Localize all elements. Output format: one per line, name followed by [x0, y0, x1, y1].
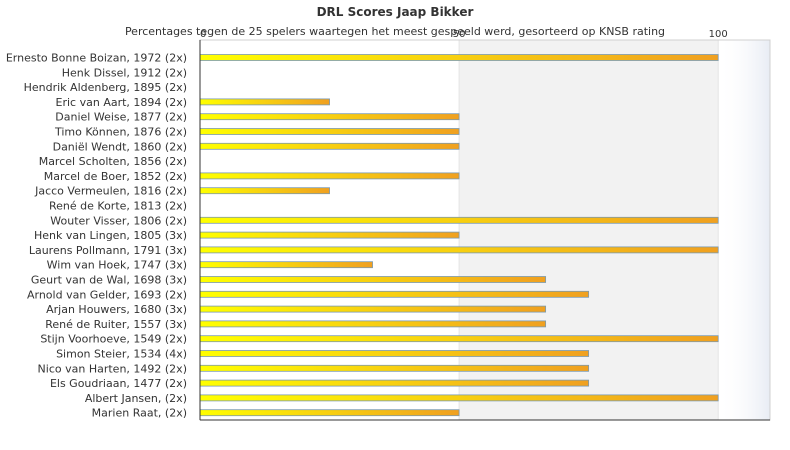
bar — [199, 305, 547, 313]
x-axis-ticks: 0 50 100 — [200, 29, 728, 40]
bar — [199, 394, 719, 402]
bar — [199, 54, 719, 61]
y-axis-label: Eric van Aart, 1894 (2x) — [56, 96, 187, 109]
y-axis-label: Wim van Hoek, 1747 (3x) — [47, 259, 187, 272]
plot-frame — [199, 39, 771, 421]
bar — [199, 350, 590, 357]
y-axis-label: Marcel Scholten, 1856 (2x) — [39, 155, 187, 168]
band-100-end — [718, 40, 770, 420]
bar — [199, 276, 547, 283]
y-axis-label: Els Goudriaan, 1477 (2x) — [50, 377, 187, 390]
y-axis-label: Arjan Houwers, 1680 (3x) — [46, 303, 187, 316]
bar — [199, 216, 719, 224]
y-axis-label: Daniel Weise, 1877 (2x) — [55, 111, 187, 124]
x-tick-label: 100 — [709, 29, 728, 40]
y-axis-label: Marcel de Boer, 1852 (2x) — [44, 170, 187, 183]
y-axis-label: Simon Steier, 1534 (4x) — [56, 348, 187, 361]
y-axis-label: Henk van Lingen, 1805 (3x) — [34, 229, 187, 242]
y-axis-label: Henk Dissel, 1912 (2x) — [62, 66, 187, 79]
bar — [199, 364, 590, 372]
band-50-100 — [459, 40, 719, 420]
y-axis-label: Arnold van Gelder, 1693 (2x) — [27, 288, 187, 301]
y-axis-label: Daniël Wendt, 1860 (2x) — [53, 140, 187, 153]
chart-title: DRL Scores Jaap Bikker — [316, 5, 474, 19]
bar — [199, 187, 330, 195]
y-axis-label: Nico van Harten, 1492 (2x) — [38, 362, 187, 375]
chart-subtitle: Percentages tegen de 25 spelers waartege… — [124, 25, 666, 38]
y-axis-label: Wouter Visser, 1806 (2x) — [50, 214, 187, 227]
band-0-50 — [200, 40, 460, 420]
y-axis-label: Stijn Voorhoeve, 1549 (2x) — [40, 333, 187, 346]
bar — [199, 320, 547, 328]
bar — [199, 409, 460, 417]
x-tick-label: 0 — [200, 29, 206, 40]
bar — [199, 379, 590, 387]
bar — [199, 335, 719, 343]
bar — [199, 246, 719, 254]
bar — [199, 142, 460, 150]
y-axis-label: René de Korte, 1813 (2x) — [49, 200, 187, 213]
y-axis-label: Timo Können, 1876 (2x) — [54, 126, 187, 139]
plot-background — [200, 40, 770, 420]
y-axis-label: Hendrik Aldenberg, 1895 (2x) — [24, 81, 187, 94]
y-axis-label: Ernesto Bonne Boizan, 1972 (2x) — [6, 52, 187, 65]
y-axis-label: Marien Raat, (2x) — [92, 407, 187, 420]
x-tick-label: 50 — [453, 29, 466, 40]
bar — [199, 290, 590, 298]
bar — [199, 113, 460, 121]
bar — [199, 231, 460, 239]
y-axis-labels: Ernesto Bonne Boizan, 1972 (2x)Henk Diss… — [6, 52, 187, 420]
y-axis-label: Geurt van de Wal, 1698 (3x) — [31, 274, 187, 287]
bar — [199, 261, 373, 269]
bar — [199, 98, 330, 106]
y-axis-label: René de Ruiter, 1557 (3x) — [45, 318, 187, 331]
bar — [199, 172, 460, 180]
bar — [199, 128, 460, 135]
y-axis-label: Jacco Vermeulen, 1816 (2x) — [34, 185, 187, 198]
y-axis-label: Laurens Pollmann, 1791 (3x) — [29, 244, 187, 257]
y-axis-label: Albert Jansen, (2x) — [85, 392, 187, 405]
